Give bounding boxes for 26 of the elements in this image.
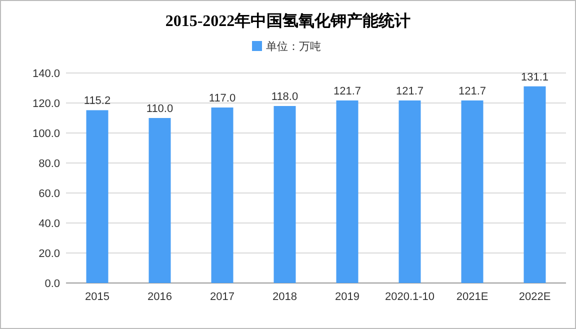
x-tick-label: 2017 [210, 291, 234, 303]
data-label: 110.0 [146, 103, 174, 115]
x-tick-label: 2021E [456, 291, 488, 303]
y-tick-label: 20.0 [38, 248, 60, 260]
y-tick-label: 0.0 [44, 278, 60, 290]
data-label: 121.7 [396, 85, 424, 98]
legend-label: 单位：万吨 [266, 40, 321, 53]
data-label: 121.7 [458, 85, 486, 98]
chart-title: 2015-2022年中国氢氧化钾产能统计 [165, 12, 411, 30]
y-tick-label: 140.0 [32, 68, 60, 80]
y-tick-label: 80.0 [38, 158, 60, 170]
x-tick-label: 2022E [518, 291, 551, 303]
data-label: 131.1 [520, 71, 549, 84]
y-tick-label: 40.0 [38, 218, 60, 230]
y-tick-label: 60.0 [38, 188, 60, 200]
data-label: 115.2 [84, 95, 111, 108]
data-label: 117.0 [208, 92, 236, 104]
x-tick-label: 2018 [272, 291, 297, 303]
x-tick-label: 2016 [148, 291, 172, 303]
data-label: 121.7 [333, 85, 362, 98]
data-label: 118.0 [271, 91, 298, 103]
y-tick-label: 100.0 [32, 128, 60, 140]
x-tick-label: 2020.1-10 [384, 291, 435, 303]
y-tick-label: 120.0 [32, 98, 60, 110]
x-tick-label: 2015 [85, 291, 110, 303]
x-tick-label: 2019 [335, 291, 360, 303]
